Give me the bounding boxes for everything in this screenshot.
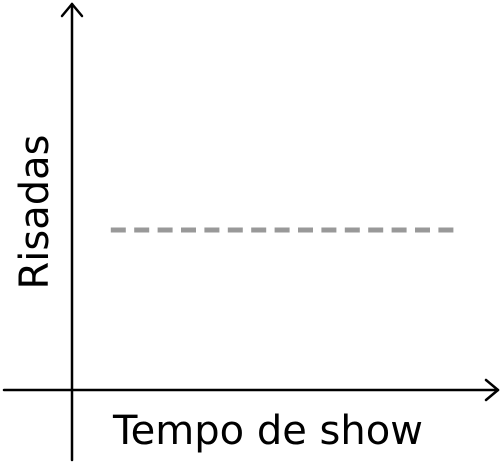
x-axis-label: Tempo de show: [112, 408, 423, 454]
y-axis-label: Risadas: [12, 135, 58, 290]
x-axis-arrowhead: [484, 378, 500, 402]
x-axis: [2, 378, 500, 402]
y-axis-arrowhead: [60, 2, 84, 18]
y-axis: [60, 2, 84, 462]
